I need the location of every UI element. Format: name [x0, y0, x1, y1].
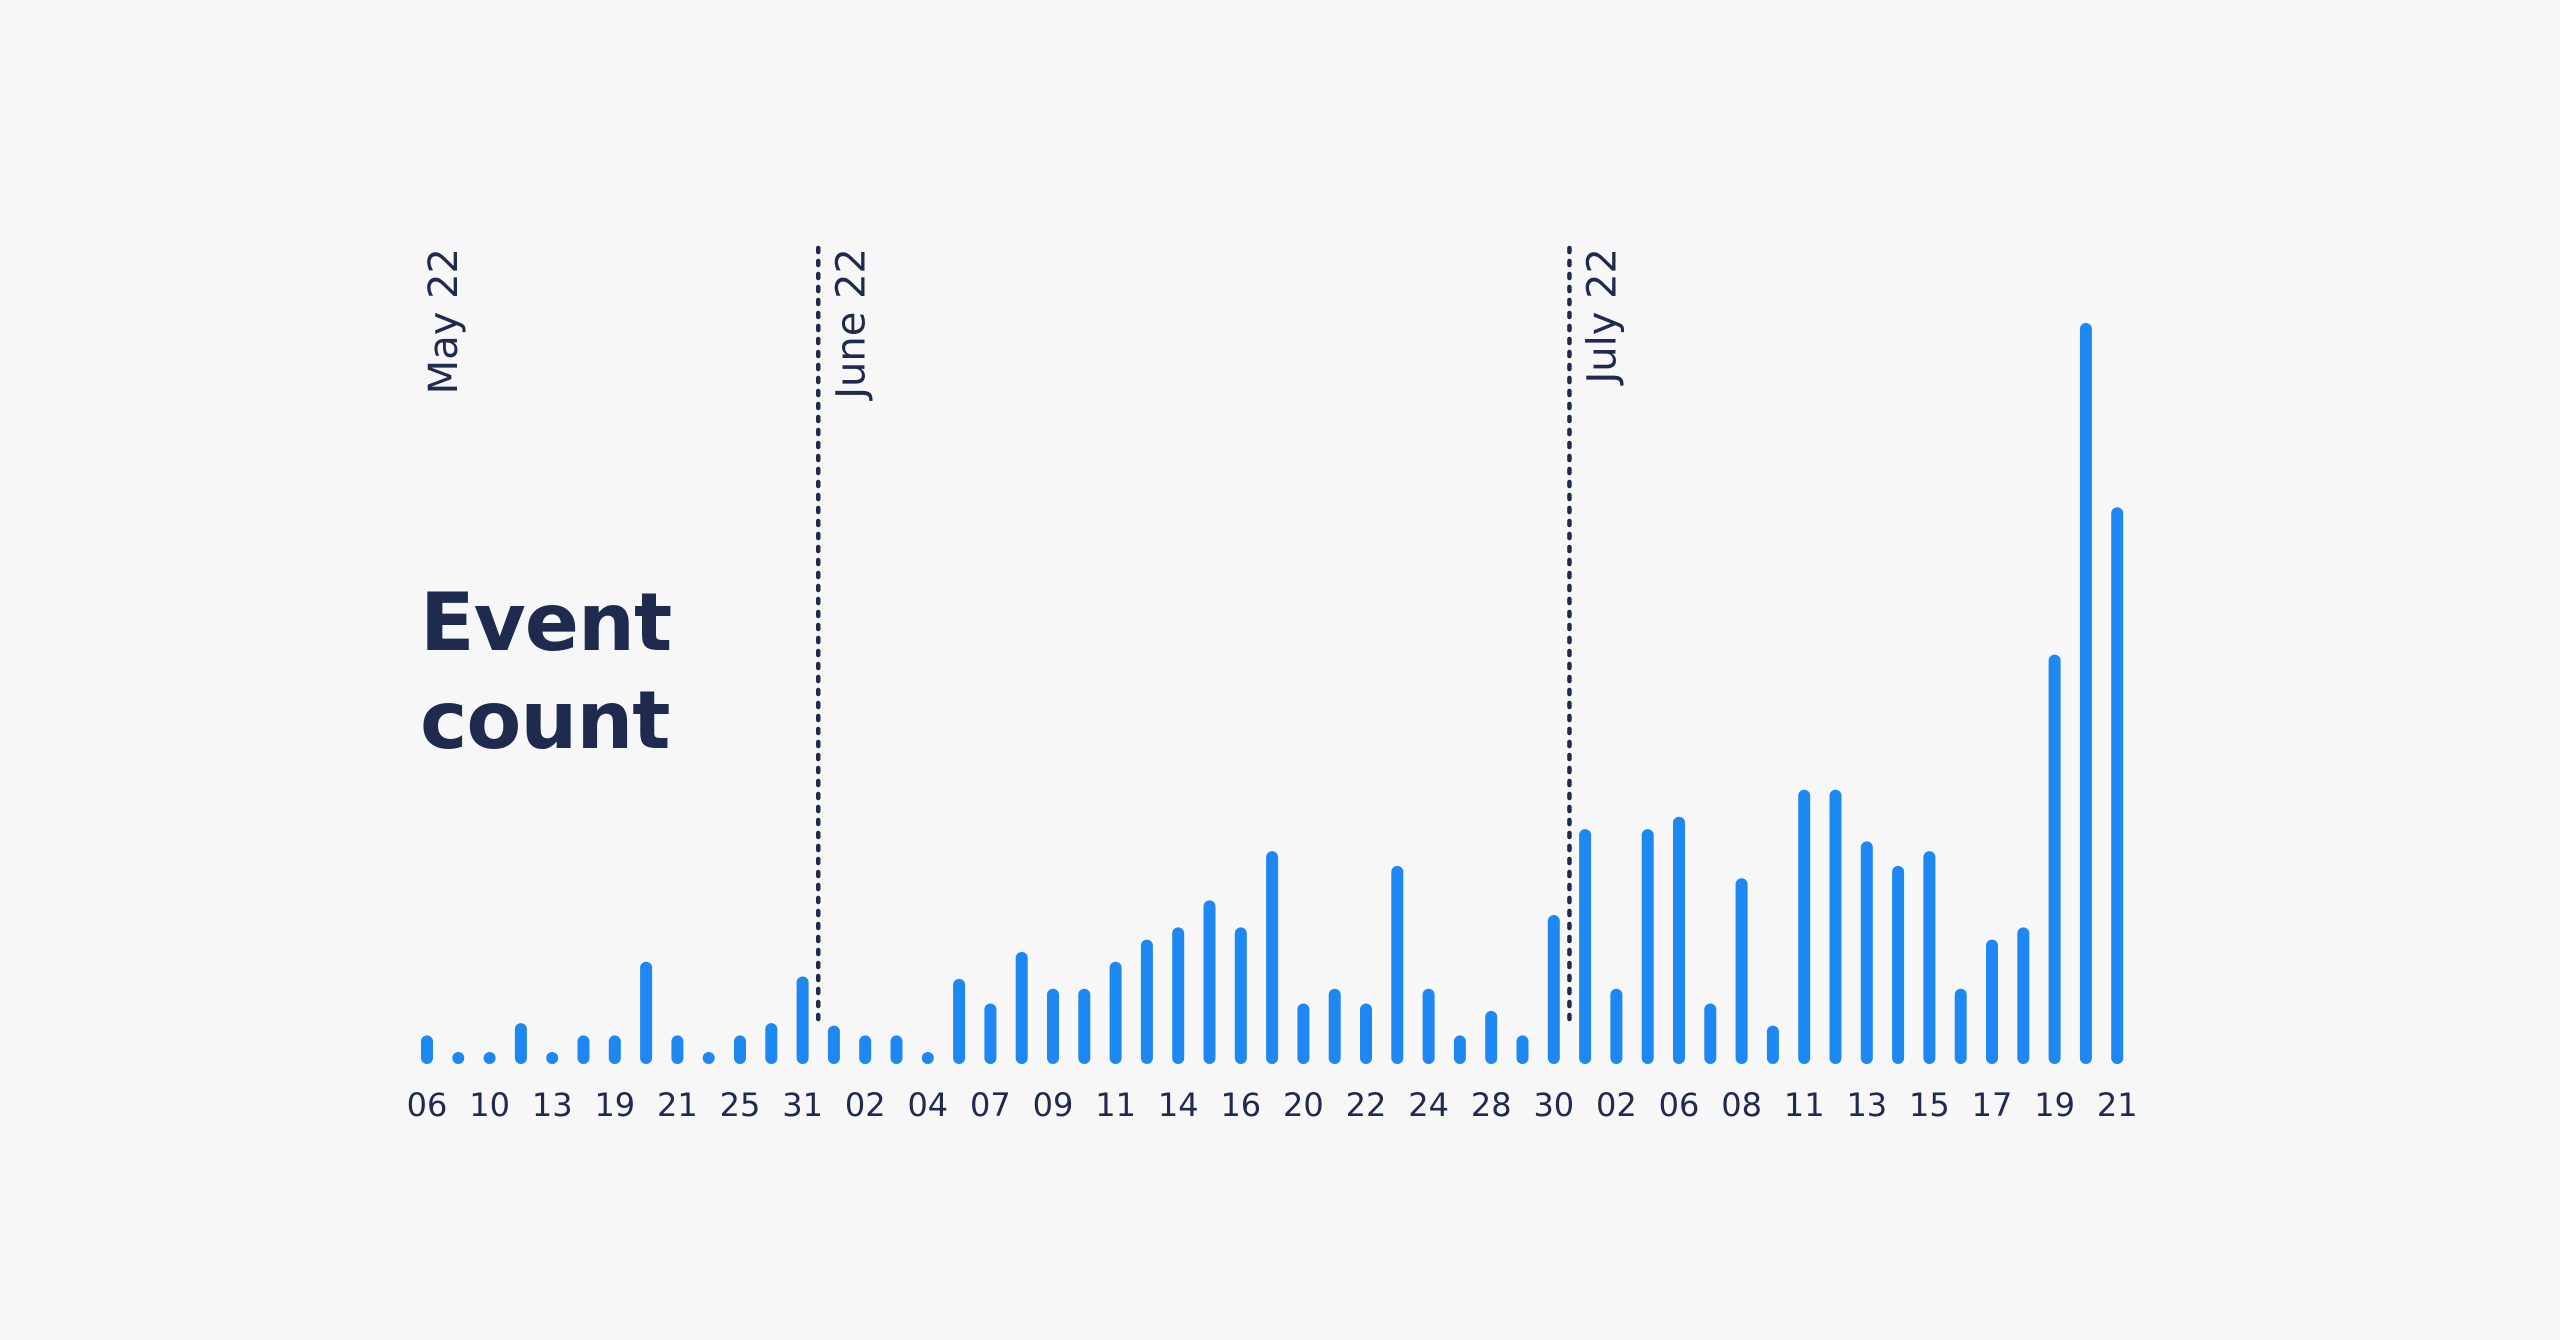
- x-tick-label: 11: [1784, 1086, 1825, 1124]
- x-tick-label: 22: [1346, 1086, 1387, 1124]
- month-label: June 22: [828, 248, 874, 402]
- x-tick-label: 06: [407, 1086, 448, 1124]
- chart-title: Event count: [420, 574, 672, 770]
- chart-title-line-2: count: [420, 674, 671, 767]
- x-tick-label: 14: [1158, 1086, 1199, 1124]
- month-label: May 22: [421, 248, 467, 394]
- chart-title-line-1: Event: [420, 576, 672, 669]
- x-tick-label: 13: [1846, 1086, 1887, 1124]
- x-tick-label: 02: [1596, 1086, 1637, 1124]
- x-tick-label: 21: [657, 1086, 698, 1124]
- x-tick-label: 17: [1972, 1086, 2013, 1124]
- x-tick-label: 19: [2034, 1086, 2075, 1124]
- x-tick-label: 21: [2097, 1086, 2138, 1124]
- x-tick-label: 07: [970, 1086, 1011, 1124]
- x-tick-label: 04: [907, 1086, 948, 1124]
- x-tick-label: 28: [1471, 1086, 1512, 1124]
- x-tick-label: 09: [1033, 1086, 1074, 1124]
- x-tick-label: 20: [1283, 1086, 1324, 1124]
- x-tick-label: 08: [1721, 1086, 1762, 1124]
- x-tick-label: 31: [782, 1086, 823, 1124]
- x-tick-label: 13: [532, 1086, 573, 1124]
- x-tick-label: 19: [594, 1086, 635, 1124]
- x-tick-label: 25: [720, 1086, 761, 1124]
- x-tick-label: 06: [1659, 1086, 1700, 1124]
- month-label: July 22: [1579, 248, 1625, 387]
- x-tick-label: 10: [469, 1086, 510, 1124]
- x-tick-label: 16: [1220, 1086, 1261, 1124]
- x-tick-label: 11: [1095, 1086, 1136, 1124]
- x-tick-label: 30: [1533, 1086, 1574, 1124]
- x-tick-label: 15: [1909, 1086, 1950, 1124]
- x-tick-label: 24: [1408, 1086, 1449, 1124]
- x-tick-label: 02: [845, 1086, 886, 1124]
